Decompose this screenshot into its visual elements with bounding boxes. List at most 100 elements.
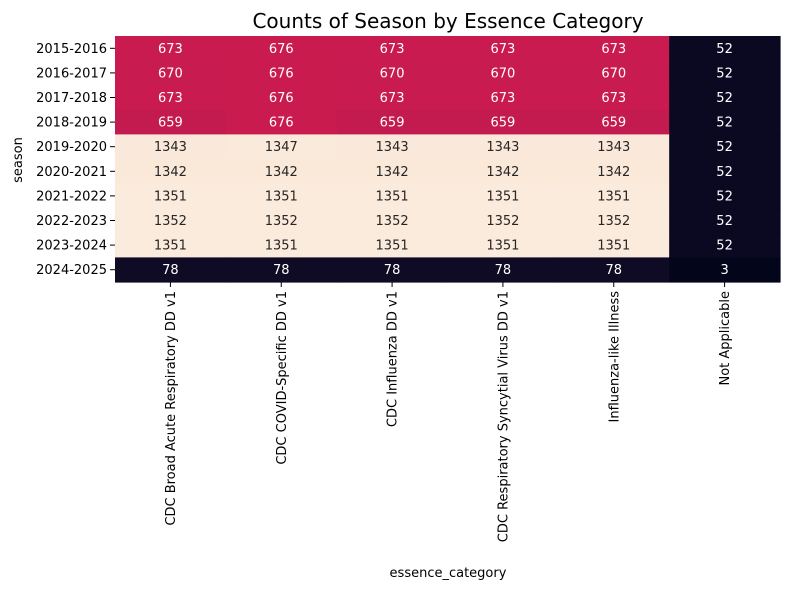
heatmap-cell [336, 159, 449, 185]
heatmap-cells: 673 676 673 673 673 52 670 676 670 670 670 52 673 676… [115, 36, 781, 283]
x-tick-label: Not Applicable [718, 291, 733, 386]
cell-value-label: 78 [495, 263, 512, 278]
cell-value-label: 52 [716, 116, 733, 131]
heatmap-cell [669, 232, 781, 258]
chart-title: Counts of Season by Essence Category [252, 9, 643, 33]
heatmap-cell [336, 36, 449, 62]
cell-value-label: 52 [716, 140, 733, 155]
cell-value-label: 1342 [376, 165, 409, 180]
y-tick-label: 2020-2021 [36, 165, 107, 180]
heatmap-cell [225, 85, 338, 111]
cell-value-label: 673 [491, 91, 516, 106]
heatmap-cell [225, 134, 338, 160]
heatmap-cell [558, 208, 670, 234]
heatmap-cell [447, 109, 559, 135]
heatmap-cell [225, 257, 338, 283]
cell-value-label: 1342 [486, 165, 519, 180]
cell-value-label: 659 [601, 116, 626, 131]
cell-value-label: 78 [162, 263, 179, 278]
heatmap-cell [115, 109, 227, 135]
cell-value-label: 1351 [154, 189, 187, 204]
y-tick-label: 2022-2023 [36, 214, 107, 229]
cell-value-label: 1342 [597, 165, 630, 180]
y-tick-label: 2018-2019 [36, 116, 107, 131]
heatmap-cell [336, 257, 449, 283]
x-tick-label: CDC COVID-Specific DD v1 [275, 291, 290, 465]
heatmap-cell [669, 208, 781, 234]
heatmap-cell [669, 36, 781, 62]
x-tick-label: Influenza-like Illness [607, 291, 622, 423]
cell-value-label: 673 [158, 91, 183, 106]
cell-value-label: 78 [605, 263, 622, 278]
heatmap-cell [447, 257, 559, 283]
cell-value-label: 1351 [597, 189, 630, 204]
cell-value-label: 1351 [597, 239, 630, 254]
y-axis-label: season [11, 137, 26, 183]
cell-value-label: 1351 [265, 239, 298, 254]
cell-value-label: 673 [601, 91, 626, 106]
cell-value-label: 52 [716, 189, 733, 204]
heatmap-cell [225, 159, 338, 185]
y-tick-label: 2019-2020 [36, 140, 107, 155]
cell-value-label: 673 [158, 42, 183, 57]
x-axis-label: essence_category [390, 566, 507, 581]
cell-value-label: 673 [380, 42, 405, 57]
cell-value-label: 673 [380, 91, 405, 106]
cell-value-label: 1351 [486, 239, 519, 254]
heatmap-cell [669, 85, 781, 111]
heatmap-cell [669, 257, 781, 283]
cell-value-label: 673 [491, 42, 516, 57]
heatmap-cell [447, 85, 559, 111]
heatmap-cell [558, 85, 670, 111]
cell-value-label: 52 [716, 91, 733, 106]
cell-value-label: 1351 [265, 189, 298, 204]
heatmap-cell [115, 134, 227, 160]
cell-value-label: 1342 [265, 165, 298, 180]
cell-value-label: 676 [269, 66, 294, 81]
cell-value-label: 1343 [597, 140, 630, 155]
cell-value-label: 676 [269, 91, 294, 106]
cell-value-label: 1351 [154, 239, 187, 254]
heatmap-cell [558, 159, 670, 185]
heatmap-cell [336, 183, 449, 209]
cell-value-label: 52 [716, 165, 733, 180]
cell-value-label: 1352 [265, 214, 298, 229]
cell-value-label: 78 [273, 263, 290, 278]
heatmap-cell [336, 60, 449, 86]
heatmap-cell [447, 60, 559, 86]
cell-value-label: 676 [269, 116, 294, 131]
heatmap-cell [115, 183, 227, 209]
cell-value-label: 670 [601, 66, 626, 81]
y-axis-ticks: 2015-2016 2016-2017 2017-2018 2018-2019 2019… [36, 42, 115, 278]
heatmap-cell [669, 134, 781, 160]
heatmap-cell [447, 232, 559, 258]
heatmap-cell [669, 60, 781, 86]
cell-value-label: 52 [716, 66, 733, 81]
heatmap-cell [336, 109, 449, 135]
cell-value-label: 673 [601, 42, 626, 57]
y-tick-label: 2016-2017 [36, 66, 107, 81]
x-tick-label: CDC Influenza DD v1 [386, 291, 401, 427]
cell-value-label: 1351 [376, 239, 409, 254]
cell-value-label: 52 [716, 239, 733, 254]
heatmap-cell [336, 232, 449, 258]
cell-value-label: 1352 [376, 214, 409, 229]
heatmap-cell [447, 134, 559, 160]
cell-value-label: 670 [491, 66, 516, 81]
heatmap-cell [558, 257, 670, 283]
y-tick-label: 2023-2024 [36, 239, 107, 254]
cell-value-label: 659 [158, 116, 183, 131]
cell-value-label: 670 [380, 66, 405, 81]
cell-value-label: 1352 [597, 214, 630, 229]
heatmap-cell [558, 134, 670, 160]
heatmap-cell [115, 60, 227, 86]
heatmap-cell [558, 36, 670, 62]
cell-value-label: 1351 [376, 189, 409, 204]
heatmap-cell [115, 257, 227, 283]
heatmap-cell [669, 159, 781, 185]
heatmap-cell [225, 208, 338, 234]
cell-value-label: 78 [384, 263, 401, 278]
cell-value-label: 52 [716, 214, 733, 229]
heatmap-cell [115, 159, 227, 185]
heatmap-cell [558, 109, 670, 135]
